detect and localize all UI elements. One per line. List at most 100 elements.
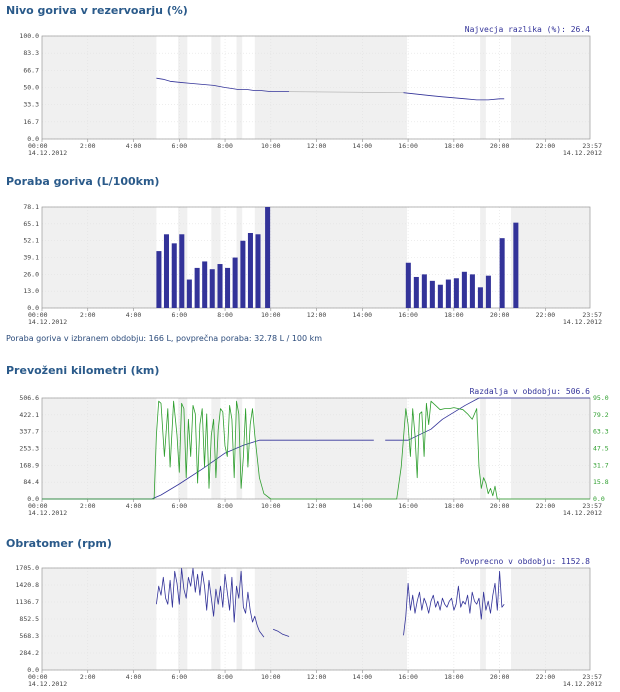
x-tick-label: 2:00	[80, 673, 96, 681]
bar	[202, 261, 208, 308]
y-tick-label: 337.7	[19, 428, 39, 436]
x-tick-label: 16:00	[398, 142, 418, 150]
bar	[209, 269, 215, 308]
x-tick-label: 12:00	[307, 673, 327, 681]
series-line	[385, 397, 590, 441]
series-line	[403, 570, 505, 636]
y-tick-label: 0.0	[27, 135, 39, 143]
bar	[217, 264, 223, 308]
x-tick-label: 20:00	[490, 311, 510, 319]
y-tick-label: 1136.7	[16, 598, 40, 606]
x-tick-label: 10:00	[261, 142, 281, 150]
bar	[485, 275, 491, 308]
x-tick-label: 20:00	[490, 673, 510, 681]
bar	[461, 271, 467, 308]
y-tick-label: 253.3	[19, 445, 39, 453]
bar	[225, 267, 231, 308]
bar	[405, 262, 411, 308]
time-band	[178, 36, 188, 139]
x-tick-label: 4:00	[126, 142, 142, 150]
y2-tick-label: 95.0	[593, 394, 609, 402]
chart-annotation: Razdalja v obdobju: 506.6	[470, 387, 591, 396]
series-line	[42, 439, 374, 500]
plot-frame	[41, 567, 591, 671]
chart-title-fuel-level: Nivo goriva v rezervoarju (%)	[6, 4, 188, 17]
y-tick-label: 0.0	[27, 666, 39, 674]
x-tick-label: 16:00	[398, 673, 418, 681]
x-tick-label: 8:00	[217, 673, 233, 681]
bar	[499, 238, 505, 308]
y-tick-label: 83.3	[23, 49, 39, 57]
series-line	[156, 77, 290, 92]
x-tick-label: 16:00	[398, 311, 418, 319]
x-end-date: 14.12.2012	[563, 680, 602, 688]
x-tick-label: 16:00	[398, 502, 418, 510]
x-tick-label: 12:00	[307, 311, 327, 319]
y2-tick-label: 15.8	[593, 478, 609, 486]
bar	[194, 267, 200, 308]
x-tick-label: 2:00	[80, 142, 96, 150]
chart-title-distance: Prevoženi kilometri (km)	[6, 364, 160, 377]
y-tick-label: 78.1	[23, 203, 39, 211]
x-tick-label: 14:00	[353, 311, 373, 319]
x-tick-label: 4:00	[126, 311, 142, 319]
x-end-time: 23:57	[582, 673, 602, 681]
bar	[163, 234, 169, 308]
x-end-time: 23:57	[582, 142, 602, 150]
chart-title-fuel-consumption: Poraba goriva (L/100km)	[6, 175, 160, 188]
x-tick-label: 18:00	[444, 673, 464, 681]
time-band	[211, 36, 221, 139]
chart-rpm: 0.0 284.2 568.3 852.5 1136.7 1420.8 1705.0 2:00…	[16, 557, 603, 688]
x-tick-label: 10:00	[261, 502, 281, 510]
y-tick-label: 284.2	[19, 649, 39, 657]
x-tick-label: 12:00	[307, 142, 327, 150]
x-tick-label: 10:00	[261, 311, 281, 319]
x-start-time: 00:00	[28, 142, 48, 150]
chart-fuel-level: 0.0 16.7 33.3 50.0 66.7 83.3 100.0 2:00 4:00 6:00…	[19, 25, 602, 157]
x-start-date: 14.12.2012	[28, 149, 67, 157]
x-tick-label: 8:00	[217, 502, 233, 510]
bar	[156, 251, 162, 308]
x-tick-label: 4:00	[126, 502, 142, 510]
x-tick-label: 8:00	[217, 311, 233, 319]
bar	[477, 287, 483, 308]
bar	[421, 274, 427, 308]
x-tick-label: 22:00	[536, 673, 556, 681]
x-tick-label: 22:00	[536, 502, 556, 510]
x-tick-label: 18:00	[444, 311, 464, 319]
bar	[413, 276, 419, 308]
x-tick-label: 2:00	[80, 502, 96, 510]
bar	[186, 279, 192, 308]
series-line	[272, 628, 290, 637]
x-start-time: 00:00	[28, 502, 48, 510]
y-tick-label: 168.9	[19, 461, 39, 469]
y-tick-label: 65.1	[23, 220, 39, 228]
bar	[247, 232, 253, 308]
chart-annotation: Povprecno v obdobju: 1152.8	[460, 557, 590, 566]
x-end-date: 14.12.2012	[563, 509, 602, 517]
y2-tick-label: 0.0	[593, 495, 605, 503]
x-end-time: 23:57	[582, 502, 602, 510]
series-line	[403, 92, 505, 101]
bar	[265, 207, 271, 308]
x-tick-label: 20:00	[490, 142, 510, 150]
x-tick-label: 22:00	[536, 142, 556, 150]
x-tick-label: 8:00	[217, 142, 233, 150]
y2-tick-label: 79.2	[593, 411, 609, 419]
bar	[232, 257, 238, 308]
series-line	[156, 567, 265, 638]
time-band	[236, 568, 243, 670]
x-start-time: 00:00	[28, 673, 48, 681]
bar	[255, 234, 261, 308]
y-tick-label: 13.0	[23, 287, 39, 295]
x-tick-label: 14:00	[353, 502, 373, 510]
x-tick-label: 6:00	[171, 673, 187, 681]
x-start-date: 14.12.2012	[28, 680, 67, 688]
x-end-date: 14.12.2012	[563, 318, 602, 326]
y-tick-label: 66.7	[23, 66, 39, 74]
x-tick-label: 18:00	[444, 502, 464, 510]
time-band	[211, 568, 221, 670]
y-tick-label: 50.0	[23, 84, 39, 92]
x-tick-label: 6:00	[171, 502, 187, 510]
chart-fuel-consumption: 0.0 13.0 26.0 39.1 52.1 65.1 78.1 2:00 4:00 6:00 8…	[23, 203, 602, 326]
